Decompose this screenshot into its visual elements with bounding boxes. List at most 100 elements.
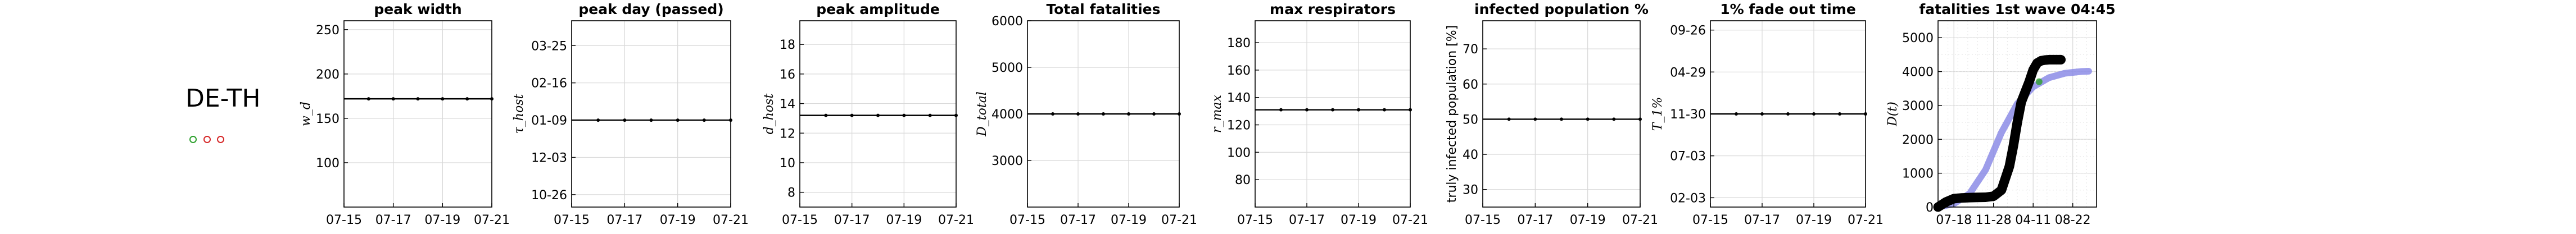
x-tick-label-2: 07-19 (424, 213, 460, 227)
y-tick-label-3: 250 (316, 24, 339, 38)
data-point-4 (1612, 117, 1616, 121)
y-tick-label-0: 3000 (992, 154, 1023, 168)
chart-title: max respirators (1270, 1, 1396, 17)
axes-frame (343, 20, 492, 208)
y-tick-label-5: 180 (1227, 36, 1251, 51)
y-tick-label-2: 120 (1227, 119, 1251, 133)
y-tick-label-2: 12 (780, 127, 795, 141)
chart-2: 07-15 07-17 07-19 07-21 8 10 12 14 16 18 peak ampl… (762, 1, 974, 227)
data-point-3 (1357, 108, 1360, 112)
chart-title: peak amplitude (816, 1, 940, 17)
y-tick-label-1: 1000 (1902, 167, 1934, 181)
y-axis-label: d_host (762, 94, 776, 135)
x-tick-label-0: 07-15 (1692, 213, 1728, 227)
data-point-3 (441, 97, 445, 101)
x-tick-label-1: 07-17 (1517, 213, 1553, 227)
data-point-4 (928, 113, 932, 117)
chart-3: 07-15 07-17 07-19 07-21 3000 4000 5000 6000 Tota… (975, 1, 1197, 227)
x-tick-label-3: 07-21 (1622, 213, 1658, 227)
y-tick-label-2: 5000 (992, 61, 1023, 75)
data-point-1 (623, 118, 627, 122)
axes-frame (799, 20, 957, 208)
data-point-0 (366, 97, 370, 101)
legend-marker-2 (217, 136, 224, 143)
y-tick-label-4: 09-26 (1670, 24, 1706, 38)
data-point-2 (876, 113, 880, 117)
data-point-0 (1735, 112, 1738, 116)
y-tick-label-1: 4000 (992, 108, 1023, 122)
y-axis-label: T_1% (1651, 97, 1665, 131)
x-tick-label-3: 07-21 (1848, 213, 1884, 227)
data-point-0 (596, 118, 600, 122)
x-tick-label-3: 07-21 (938, 213, 974, 227)
data-point-1 (1533, 117, 1537, 121)
data-point-0 (824, 113, 828, 117)
chart-5: 07-15 07-17 07-19 07-21 30 40 50 60 70 infected p… (1445, 1, 1658, 227)
y-tick-label-0: 0 (1926, 201, 1934, 215)
data-point-2 (1331, 108, 1334, 112)
x-tick-label-3: 07-21 (1161, 213, 1197, 227)
data-point-3 (1586, 117, 1590, 121)
x-tick-label-0: 07-15 (1465, 213, 1501, 227)
chart-0: 07-15 07-17 07-19 07-21 100 150 200 250 peak wid… (299, 1, 510, 227)
data-point-1 (391, 97, 395, 101)
y-tick-label-3: 04-29 (1670, 66, 1706, 80)
axes-frame (1937, 20, 2097, 208)
x-tick-label-0: 07-15 (326, 213, 362, 227)
y-tick-label-4: 70 (1463, 43, 1478, 57)
data-point-0 (1051, 112, 1054, 116)
x-tick-label-1: 07-17 (834, 213, 870, 227)
data-point-2 (1102, 112, 1105, 116)
y-tick-label-2: 200 (316, 68, 339, 82)
y-axis-label: D_total (975, 91, 989, 137)
x-tick-label-0: 07-15 (782, 213, 818, 227)
legend-marker-0 (189, 136, 197, 143)
y-tick-label-1: 40 (1463, 148, 1478, 162)
chart-1: 07-15 07-17 07-19 07-21 10-26 12-03 01-09 02-16… (512, 1, 749, 227)
data-point-1 (1076, 112, 1080, 116)
x-tick-label-3: 07-21 (474, 213, 510, 227)
y-tick-label-3: 140 (1227, 91, 1251, 105)
y-tick-label-1: 12-03 (531, 151, 567, 165)
y-tick-label-3: 02-16 (531, 77, 567, 91)
data-point-1 (1760, 112, 1764, 116)
x-tick-label-1: 07-17 (1744, 213, 1780, 227)
y-tick-label-0: 30 (1463, 183, 1478, 198)
x-tick-label-3: 07-21 (713, 213, 749, 227)
axes-frame (571, 20, 731, 208)
data-point-2 (416, 97, 420, 101)
y-axis-label: r_max (1210, 94, 1224, 132)
y-tick-label-4: 4000 (1902, 66, 1934, 80)
chart-title: peak day (passed) (578, 1, 723, 17)
y-tick-label-1: 100 (1227, 146, 1251, 160)
legend-marker-1 (203, 136, 211, 143)
x-tick-label-3: 07-21 (1392, 213, 1428, 227)
y-tick-label-3: 14 (780, 98, 795, 112)
axes-frame (1255, 20, 1411, 208)
chart-title: 1% fade out time (1720, 1, 1856, 17)
data-point-1 (1305, 108, 1309, 112)
y-tick-label-1: 07-03 (1670, 150, 1706, 164)
y-tick-label-3: 6000 (992, 15, 1023, 29)
y-tick-label-2: 2000 (1902, 133, 1934, 147)
y-tick-label-5: 18 (780, 38, 795, 52)
y-tick-label-5: 5000 (1902, 31, 1934, 45)
y-tick-label-3: 60 (1463, 78, 1478, 92)
chart-4: 07-15 07-17 07-19 07-21 80 100 120 140 160 180 max… (1210, 1, 1428, 227)
data-point-2 (1786, 112, 1790, 116)
x-tick-label-0: 07-15 (1237, 213, 1273, 227)
y-tick-label-1: 150 (316, 112, 339, 126)
x-tick-label-1: 07-17 (1060, 213, 1096, 227)
x-tick-label-2: 07-19 (1796, 213, 1832, 227)
y-axis-label: D(t) (1886, 102, 1900, 127)
data-point-3 (902, 113, 906, 117)
x-tick-label-3: 08-22 (2055, 213, 2091, 227)
data-point-3 (1812, 112, 1816, 116)
y-tick-label-0: 02-03 (1670, 191, 1706, 205)
x-tick-label-1: 07-17 (1289, 213, 1325, 227)
data-point-4 (1152, 112, 1156, 116)
y-axis-label: truly infected population [%] (1445, 25, 1459, 203)
data-point-0 (1279, 108, 1283, 112)
x-tick-label-2: 07-19 (1570, 213, 1606, 227)
data-point-4 (702, 118, 706, 122)
